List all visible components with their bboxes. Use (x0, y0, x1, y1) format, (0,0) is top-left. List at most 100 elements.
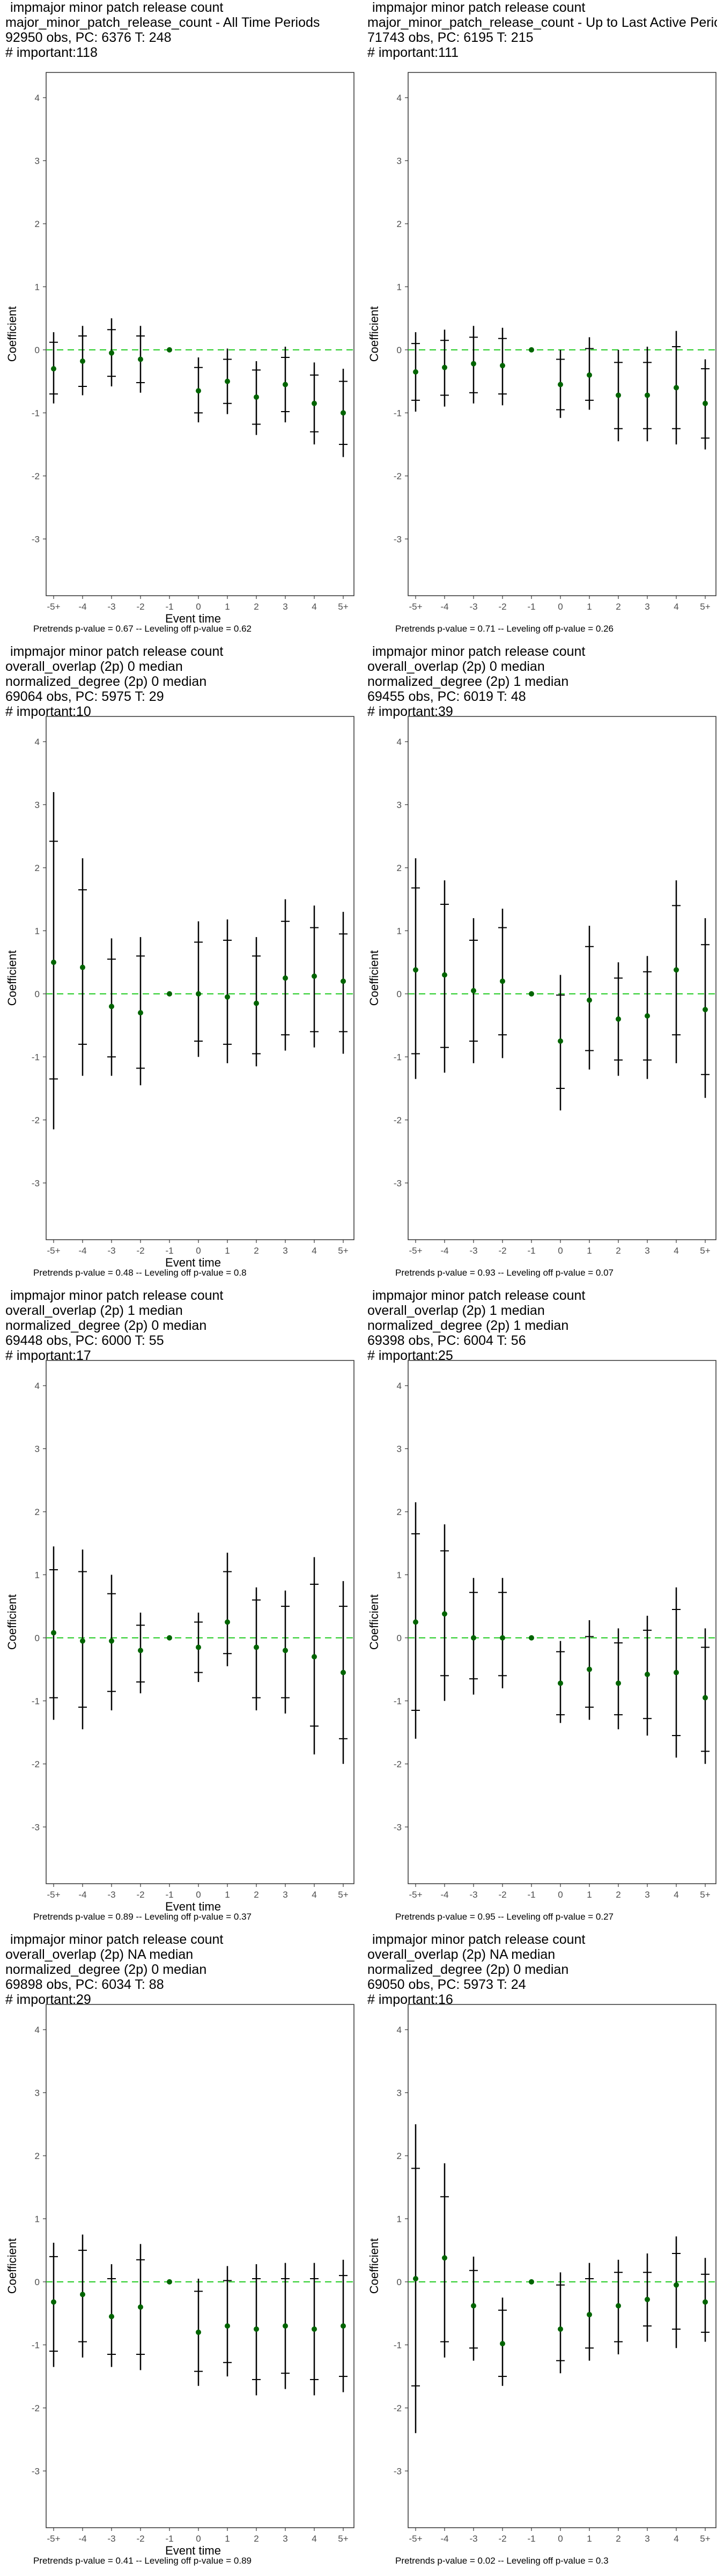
y-tick-label: -1 (32, 1696, 40, 1706)
estimate-point (312, 973, 317, 979)
estimate-point (109, 350, 114, 356)
y-tick-label: 1 (397, 2214, 402, 2224)
y-axis-label: Coefficient (367, 2238, 381, 2294)
x-tick-label: 0 (196, 602, 201, 612)
x-tick-label: -3 (107, 1890, 115, 1900)
y-tick-label: 1 (397, 282, 402, 292)
x-tick-label: 4 (674, 602, 678, 612)
y-tick-label: -1 (32, 2340, 40, 2350)
chart-subtitle-line: 69455 obs, PC: 6019 T: 48 (367, 689, 526, 704)
x-tick-label: 5+ (338, 602, 348, 612)
estimate-point (587, 1666, 592, 1672)
estimate-point (413, 1619, 418, 1625)
y-tick-label: 4 (397, 1381, 402, 1391)
x-tick-label: 5+ (700, 602, 710, 612)
estimate-point (254, 394, 259, 400)
estimate-point (51, 366, 56, 372)
y-axis-label: Coefficient (5, 950, 19, 1006)
chart-title: impmajor minor patch release count (6, 644, 224, 659)
y-tick-label: 2 (397, 863, 402, 873)
x-tick-label: -1 (165, 602, 173, 612)
x-tick-label: 1 (587, 602, 592, 612)
estimate-point (80, 2292, 85, 2297)
y-tick-label: -3 (32, 2466, 40, 2476)
x-tick-label: -3 (469, 2534, 477, 2544)
x-tick-label: 0 (558, 1890, 563, 1900)
chart-subtitle-line: # important:111 (367, 45, 459, 60)
chart-subtitle-line: 69064 obs, PC: 5975 T: 29 (5, 689, 164, 704)
y-tick-label: 0 (397, 989, 402, 999)
x-tick-label: -2 (136, 2534, 144, 2544)
chart-subtitle-line: normalized_degree (2p) 0 median (5, 674, 207, 689)
x-tick-label: -2 (136, 1890, 144, 1900)
estimate-point (80, 1638, 85, 1644)
chart-title: impmajor minor patch release count (368, 644, 586, 659)
estimate-point (138, 1648, 143, 1653)
x-tick-label: 0 (196, 2534, 201, 2544)
estimate-point (703, 400, 708, 406)
x-tick-label: 5+ (338, 1246, 348, 1256)
x-tick-label: 3 (283, 602, 287, 612)
chart-subtitle-line: normalized_degree (2p) 1 median (367, 1318, 569, 1333)
y-tick-label: -3 (394, 1822, 402, 1832)
x-tick-label: -2 (498, 2534, 506, 2544)
x-tick-label: 3 (645, 602, 649, 612)
x-tick-label: -1 (527, 602, 535, 612)
x-tick-label: -5+ (409, 1890, 422, 1900)
x-tick-label: 5+ (338, 1890, 348, 1900)
chart-subtitle-line: overall_overlap (2p) 0 median (5, 659, 183, 674)
estimate-point (341, 2323, 346, 2329)
estimate-point (558, 382, 563, 387)
chart-subtitle-line: normalized_degree (2p) 0 median (5, 1962, 207, 1977)
y-tick-label: -1 (394, 1052, 402, 1062)
x-tick-label: 4 (674, 2534, 678, 2544)
chart-header: impmajor minor patch release count major_… (367, 0, 717, 60)
x-tick-label: -2 (136, 1246, 144, 1256)
x-tick-label: 4 (312, 1246, 316, 1256)
estimate-point (703, 2299, 708, 2305)
chart-title: impmajor minor patch release count (6, 1932, 224, 1947)
chart-panel: impmajor minor patch release count major_… (0, 0, 355, 639)
estimate-point (312, 1654, 317, 1660)
p-value-footer: Pretrends p-value = 0.02 -- Leveling off… (395, 2556, 609, 2566)
x-tick-label: -1 (527, 1246, 535, 1256)
x-tick-label: 5+ (700, 2534, 710, 2544)
event-study-plot: -3 -2 -1 0 1 2 3 4 -5+ -4 -3 -2 -1 0 1 2 3 4 5+ Event time C… (5, 72, 354, 625)
x-tick-label: 4 (674, 1890, 678, 1900)
estimate-point (500, 978, 505, 984)
chart-subtitle-line: 71743 obs, PC: 6195 T: 215 (367, 30, 534, 45)
x-tick-label: 5+ (700, 1246, 710, 1256)
x-tick-label: -3 (107, 602, 115, 612)
x-tick-label: -1 (165, 2534, 173, 2544)
estimate-point (196, 388, 201, 394)
y-axis-label: Coefficient (367, 1594, 381, 1650)
plot-border (46, 2004, 354, 2528)
estimate-point (616, 1680, 621, 1686)
x-tick-label: -3 (469, 602, 477, 612)
estimate-point (225, 1619, 230, 1625)
chart-header: impmajor minor patch release count major_… (5, 0, 355, 60)
y-tick-label: 3 (35, 800, 40, 810)
x-tick-label: 2 (616, 1890, 620, 1900)
estimate-point (109, 1638, 114, 1644)
x-axis-label: Event time (165, 612, 221, 625)
estimate-point (283, 2323, 288, 2329)
x-tick-label: 2 (616, 602, 620, 612)
y-tick-label: 3 (397, 800, 402, 810)
y-tick-label: 1 (35, 282, 40, 292)
y-tick-label: 4 (397, 737, 402, 747)
estimate-point (529, 2279, 534, 2285)
estimate-point (109, 2314, 114, 2319)
x-tick-label: -1 (165, 1890, 173, 1900)
plot-border (46, 72, 354, 596)
estimate-point (138, 1010, 143, 1016)
x-tick-label: 3 (645, 2534, 649, 2544)
estimate-point (283, 382, 288, 387)
y-tick-label: -1 (394, 408, 402, 418)
x-tick-label: 3 (645, 1246, 649, 1256)
estimate-point (587, 372, 592, 378)
estimate-point (167, 991, 172, 997)
y-tick-label: 2 (35, 2151, 40, 2161)
y-tick-label: 2 (35, 219, 40, 229)
x-tick-label: 3 (283, 1890, 287, 1900)
